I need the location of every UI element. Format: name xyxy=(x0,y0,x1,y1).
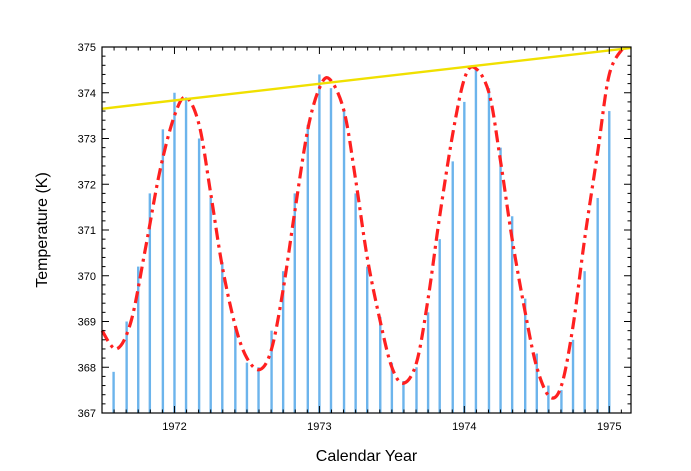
temperature-bar xyxy=(148,193,152,413)
temperature-bar xyxy=(560,390,563,414)
temperature-bar xyxy=(463,101,466,414)
y-tick-label: 375 xyxy=(78,42,96,54)
temperature-bar xyxy=(209,197,212,413)
temperature-bar xyxy=(306,124,309,414)
y-tick-labels: 367 368 369 370 371 372 373 374 375 xyxy=(78,42,96,420)
temperature-bar xyxy=(245,362,249,413)
x-tick-label: 1975 xyxy=(597,421,621,433)
temperature-bar xyxy=(547,385,550,413)
temperature-bar xyxy=(173,92,176,413)
temperature-bar xyxy=(390,362,394,413)
temperature-bar xyxy=(366,266,369,413)
x-tick-label: 1973 xyxy=(307,421,331,433)
y-tick-label: 367 xyxy=(78,408,96,420)
temperature-bar xyxy=(499,147,502,413)
temperature-bar xyxy=(342,111,346,414)
temperature-bar xyxy=(137,266,140,413)
x-tick-label: 1972 xyxy=(162,421,186,433)
y-axis-title: Temperature (K) xyxy=(34,172,51,288)
temperature-bar xyxy=(281,271,285,413)
temperature-bar xyxy=(112,371,115,413)
x-tick-label: 1974 xyxy=(452,421,476,433)
temperature-bar xyxy=(451,161,454,414)
temperature-bar xyxy=(415,367,418,413)
y-tick-label: 373 xyxy=(78,134,96,146)
temperature-bar xyxy=(234,326,237,413)
y-tick-label: 374 xyxy=(78,88,96,100)
temperature-bar xyxy=(125,321,128,413)
bar-series xyxy=(112,69,611,414)
y-tick-label: 369 xyxy=(78,317,96,329)
temperature-bar xyxy=(608,111,611,414)
temperature-bar xyxy=(402,380,405,413)
temperature-bar xyxy=(197,138,201,413)
temperature-bar xyxy=(318,74,321,413)
temperature-bar xyxy=(161,129,165,413)
temperature-bar xyxy=(583,271,586,413)
x-tick-labels: 1972 1973 1974 1975 xyxy=(162,421,621,433)
temperature-bar xyxy=(354,193,357,413)
temperature-bar xyxy=(571,339,575,413)
temperature-bar xyxy=(293,193,296,413)
temperature-bar xyxy=(510,216,514,413)
temperature-bar xyxy=(379,316,382,413)
seasonal-fit-line xyxy=(100,46,626,400)
temperature-bar xyxy=(524,298,527,414)
temperature-bar xyxy=(535,353,538,413)
y-tick-label: 371 xyxy=(78,225,96,237)
temperature-bar xyxy=(257,367,260,413)
temperature-bar xyxy=(184,97,188,413)
trend-line xyxy=(101,46,632,110)
axis-ticks xyxy=(101,46,631,414)
y-tick-label: 370 xyxy=(78,271,96,283)
y-tick-label: 372 xyxy=(78,179,96,191)
temperature-bar xyxy=(596,197,599,413)
temperature-bar xyxy=(329,88,333,414)
temperature-bar xyxy=(474,69,478,414)
temperature-bar xyxy=(426,312,430,413)
temperature-bar xyxy=(270,330,273,413)
temperature-bar xyxy=(487,88,491,414)
temperature-bar xyxy=(438,239,441,413)
y-tick-label: 368 xyxy=(78,362,96,374)
temperature-bar xyxy=(221,262,224,413)
line-series xyxy=(100,46,632,400)
x-axis-title: Calendar Year xyxy=(316,448,418,465)
